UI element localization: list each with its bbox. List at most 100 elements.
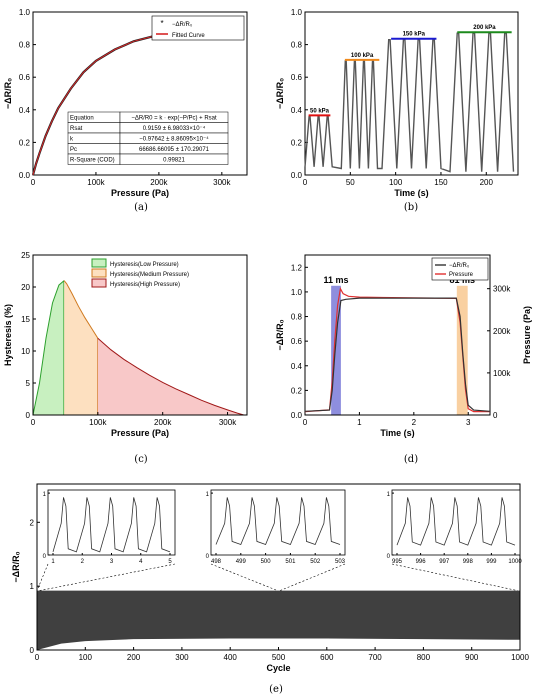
panel-caption-a: (a)	[134, 202, 148, 213]
inset-leader-e	[391, 563, 518, 591]
y-tick-label-a: 0.2	[19, 138, 31, 147]
y-tick-label-b: 1.0	[291, 8, 303, 17]
inset-x-tick-label-e: 501	[285, 559, 296, 565]
panel-caption-d: (d)	[404, 454, 418, 465]
legend-swatch-c	[91, 258, 107, 268]
x-axis-label-d: Time (s)	[380, 428, 414, 438]
inset-leader-e	[210, 563, 278, 591]
y-tick-label-d: 0.8	[291, 313, 303, 322]
table-label-a: k	[70, 137, 74, 143]
inset-x-tick-label-e: 498	[211, 559, 222, 565]
y-tick-label-c: 0	[26, 411, 31, 420]
x-tick-label-c: 0	[31, 418, 36, 427]
inset-x-tick-label-e: 500	[261, 559, 272, 565]
x-tick-label-c: 300k	[219, 418, 237, 427]
signal-line-b	[304, 32, 515, 173]
x-tick-label-b: 200	[480, 178, 494, 187]
region-edge-c	[63, 280, 99, 339]
x-axis-label-b: Time (s)	[394, 188, 428, 198]
table-value-a: −0.97642 ± 8.86095×10⁻⁴	[139, 136, 209, 143]
x-tick-label-e: 1000	[511, 653, 529, 662]
x-tick-label-a: 300k	[213, 178, 231, 187]
inset-leader-e	[36, 563, 49, 591]
y-axis-label-d: −ΔR/R₀	[275, 319, 285, 350]
region-edge-c	[32, 280, 65, 416]
x-tick-label-e: 600	[320, 653, 334, 662]
inset-y-tick-label-e: 1	[206, 492, 210, 498]
y2-tick-label-d: 300k	[493, 285, 511, 294]
inset-y-tick-label-e: 1	[387, 492, 391, 498]
inset-x-tick-label-e: 999	[486, 559, 497, 565]
region-fill-c	[97, 338, 244, 415]
y-tick-label-e: 2	[30, 518, 35, 527]
x-tick-label-a: 200k	[150, 178, 168, 187]
y-tick-label-d: 0.6	[291, 337, 303, 346]
inset-x-tick-label-e: 502	[310, 559, 321, 565]
inset-line-e	[52, 497, 171, 553]
x-tick-label-e: 100	[79, 653, 93, 662]
level-label-b: 100 kPa	[351, 53, 374, 59]
inset-x-tick-label-e: 995	[392, 559, 403, 565]
plot-frame-c	[32, 254, 248, 416]
inset-y-tick-label-e: 1	[43, 492, 47, 498]
inset-x-tick-label-e: 2	[81, 559, 85, 565]
y-tick-label-d: 0.4	[291, 362, 303, 371]
y-tick-label-d: 1.2	[291, 263, 303, 272]
x-axis-label-e: Cycle	[266, 663, 290, 673]
x-tick-label-b: 100	[389, 178, 403, 187]
table-value-a: 0.9159 ± 6.98033×10⁻⁴	[143, 125, 206, 132]
y-tick-label-a: 0.8	[19, 41, 31, 50]
y2-tick-label-d: 0	[493, 411, 498, 420]
x-tick-label-d: 0	[303, 418, 308, 427]
panel-caption-c: (c)	[134, 454, 148, 465]
table-cell-a	[67, 132, 121, 144]
region-fill-c	[33, 280, 65, 415]
y2-tick-label-d: 200k	[493, 327, 511, 336]
inset-x-tick-label-e: 499	[236, 559, 247, 565]
plot-frame-d	[304, 254, 491, 416]
x-tick-label-e: 300	[175, 653, 189, 662]
panel-caption-b: (b)	[404, 202, 418, 213]
inset-y-tick-label-e: 0	[43, 554, 47, 560]
y-tick-label-b: 0.8	[291, 41, 303, 50]
table-value-a: −ΔR/R0 = k · exp(−P/Pc) + Rsat	[131, 116, 217, 122]
legend-label-d: −ΔR/R₀	[449, 263, 470, 269]
x-tick-label-a: 100k	[87, 178, 105, 187]
y-axis-label-c: Hysteresis (%)	[3, 304, 13, 366]
legend-a	[151, 15, 245, 41]
x-tick-label-e: 500	[272, 653, 286, 662]
inset-y-tick-label-e: 0	[387, 554, 391, 560]
y-tick-label-b: 0.6	[291, 73, 303, 82]
legend-swatch-c	[91, 278, 107, 288]
y-tick-label-c: 10	[21, 347, 30, 356]
x-tick-label-a: 0	[31, 178, 36, 187]
x-tick-label-b: 50	[346, 178, 355, 187]
y-tick-label-a: 0.4	[19, 106, 31, 115]
y-tick-label-c: 25	[21, 251, 30, 260]
y-tick-label-a: 0.0	[19, 171, 31, 180]
y-axis-label-e: −ΔR/R₀	[11, 551, 21, 582]
plot-frame-b	[304, 11, 519, 176]
table-label-a: Pc	[70, 147, 77, 153]
legend-label-c: Hysteresis(Medium Pressure)	[110, 272, 189, 278]
legend-marker-a: *	[160, 19, 163, 28]
inset-line-e	[215, 497, 341, 546]
plot-frame-a	[32, 11, 248, 176]
x-tick-label-d: 1	[357, 418, 362, 427]
y-tick-label-e: 1	[30, 582, 35, 591]
legend-label-a: −ΔR/R₀	[172, 22, 193, 28]
x-tick-label-b: 150	[434, 178, 448, 187]
y2-axis-label-d: Pressure (Pa)	[522, 306, 532, 364]
inset-x-tick-label-e: 3	[110, 559, 114, 565]
x-tick-label-e: 400	[224, 653, 238, 662]
x-tick-label-e: 800	[417, 653, 431, 662]
level-label-b: 200 kPa	[473, 25, 496, 31]
x-tick-label-e: 900	[465, 653, 479, 662]
x-tick-label-c: 100k	[89, 418, 107, 427]
inset-line-e	[396, 497, 516, 546]
y-tick-label-d: 0.0	[291, 411, 303, 420]
level-label-b: 150 kPa	[403, 32, 426, 38]
y-axis-label-b: −ΔR/R₀	[275, 78, 285, 109]
y-tick-label-c: 15	[21, 315, 30, 324]
